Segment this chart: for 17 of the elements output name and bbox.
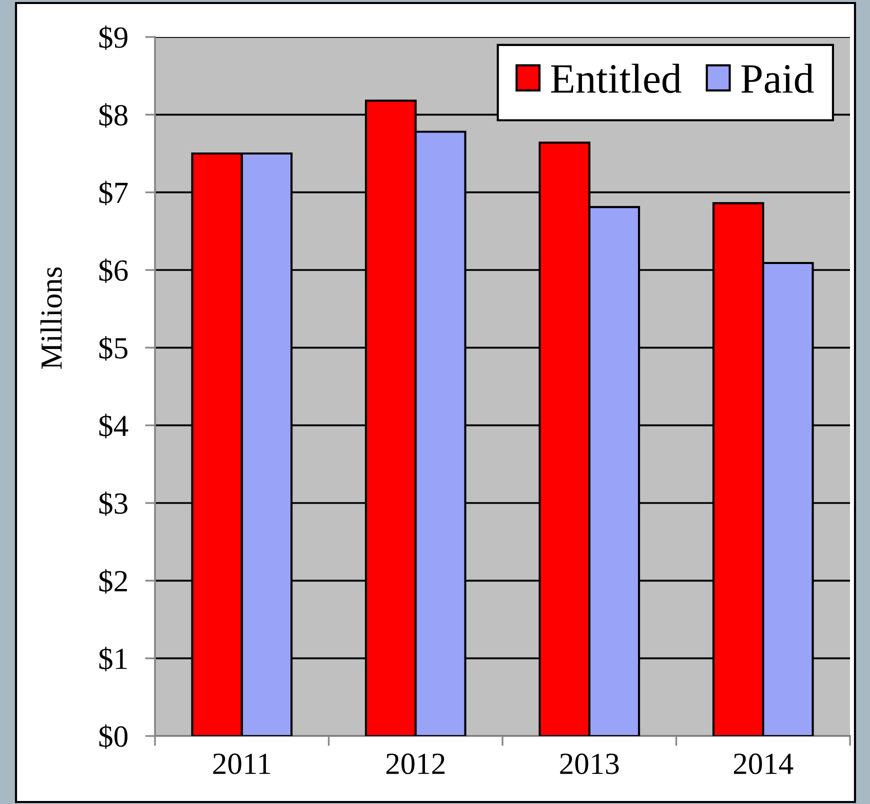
legend-label: Entitled (551, 64, 682, 94)
x-tick-label: 2013 (560, 754, 619, 774)
y-axis-title: Millions (40, 267, 62, 369)
y-tick-label: $4 (99, 414, 128, 438)
y-tick-label: $3 (99, 491, 128, 516)
y-tick-label: $5 (99, 336, 128, 361)
legend-label: Paid (741, 64, 814, 94)
x-tick-label: 2012 (386, 754, 444, 774)
x-tick-label: 2014 (734, 754, 794, 774)
y-tick-label: $2 (99, 569, 127, 594)
y-tick-label: $7 (99, 180, 128, 206)
y-tick-label: $0 (99, 724, 128, 749)
y-tick-label: $6 (99, 258, 128, 283)
y-tick-label: $9 (99, 25, 128, 50)
x-tick-label: 2011 (213, 754, 270, 774)
y-tick-label: $1 (99, 646, 127, 672)
y-tick-label: $8 (99, 103, 128, 128)
